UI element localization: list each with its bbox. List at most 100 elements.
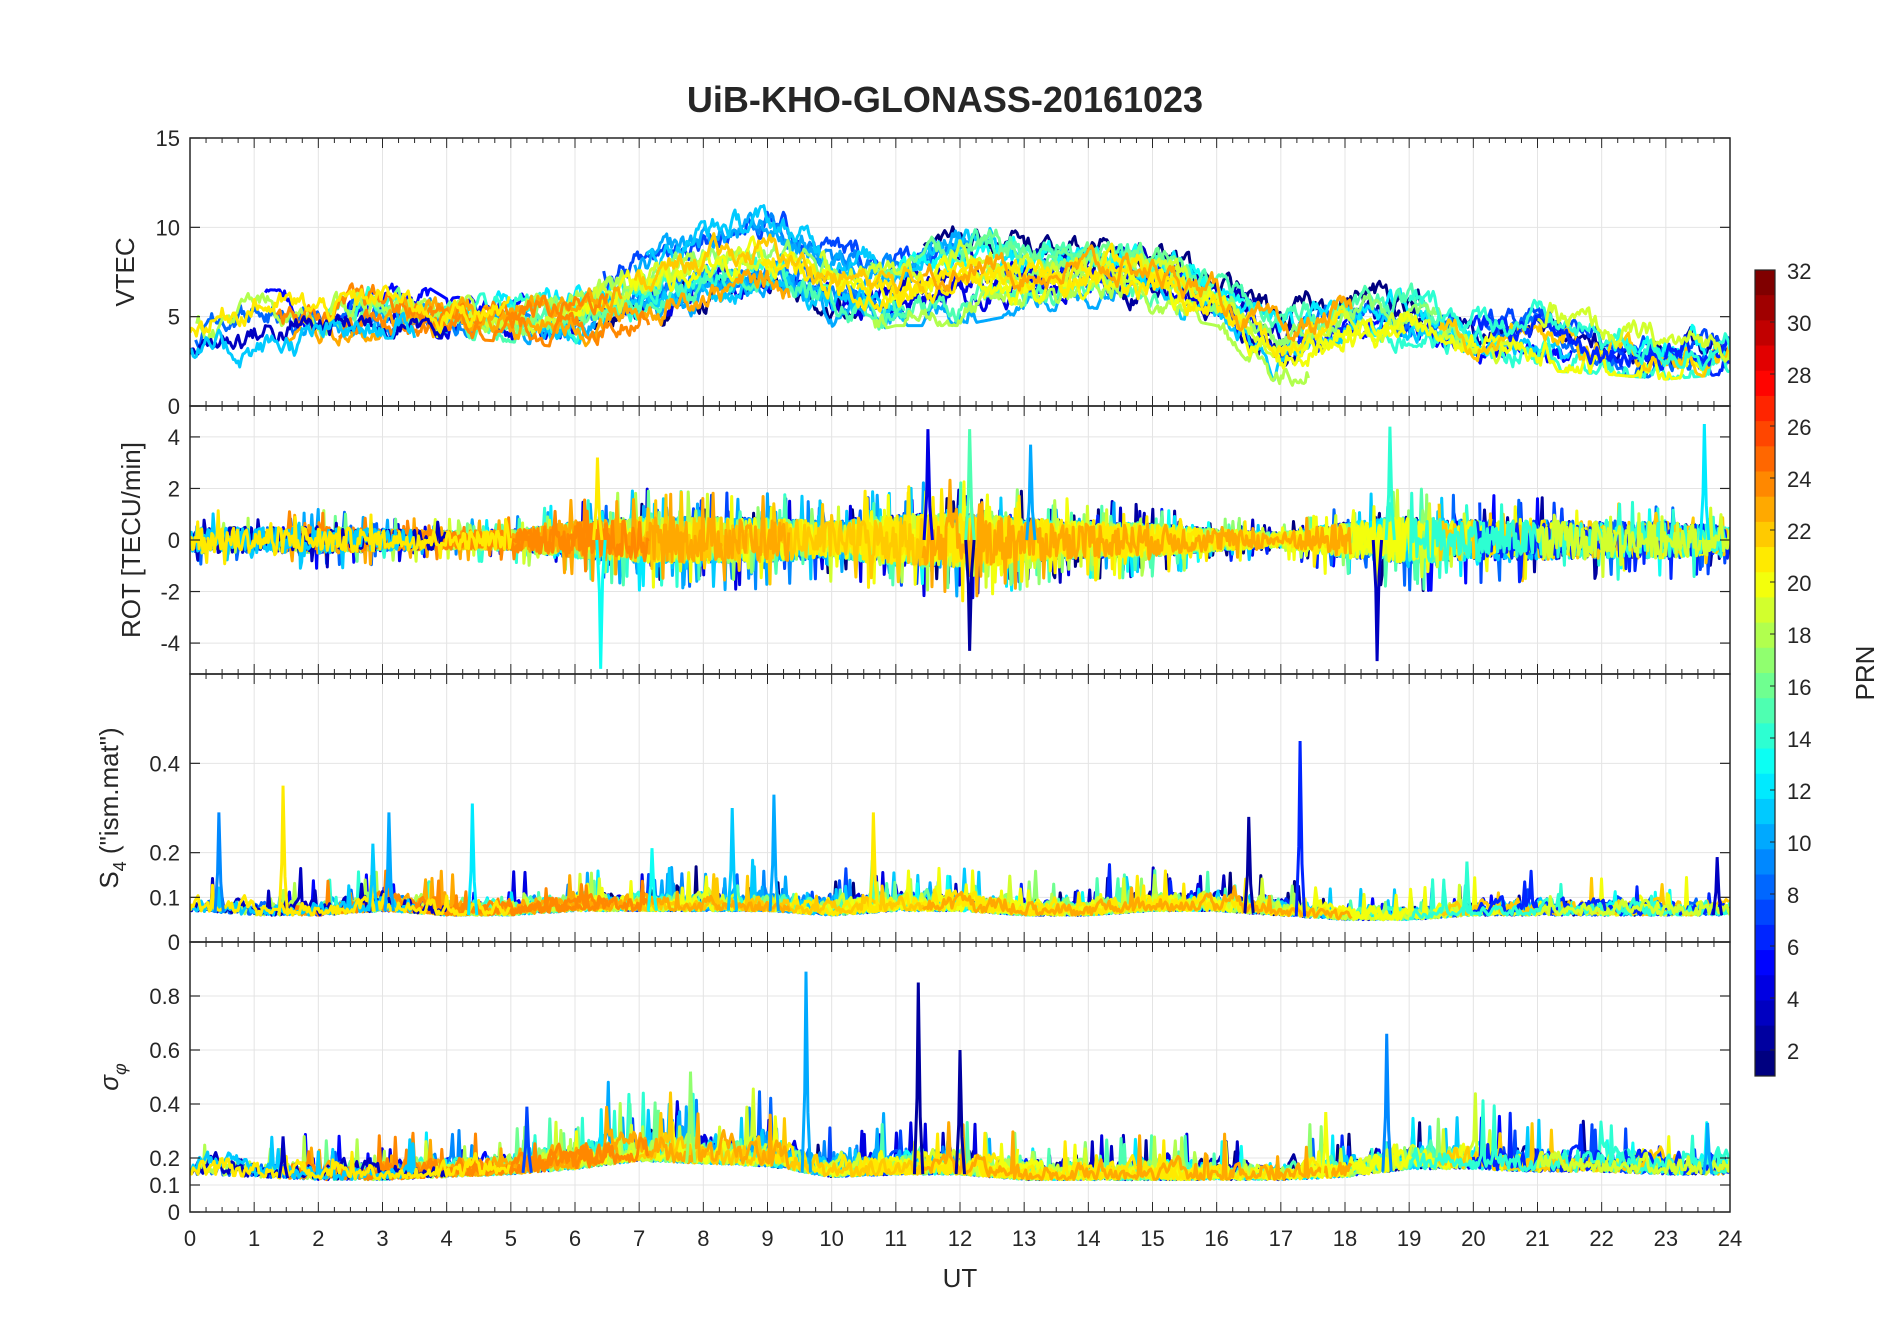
colorbar-block xyxy=(1755,370,1775,397)
colorbar-tick-label: 24 xyxy=(1787,467,1811,492)
colorbar-frame xyxy=(1754,269,1776,1077)
vtec-series-prn-18 xyxy=(872,271,1310,387)
x-tick-label: 22 xyxy=(1589,1226,1613,1251)
sigma-phi-ytick-label: 0.2 xyxy=(149,1146,180,1171)
x-tick-label: 8 xyxy=(697,1226,709,1251)
x-tick-label: 0 xyxy=(184,1226,196,1251)
colorbar-block xyxy=(1755,572,1775,598)
s4-spike xyxy=(213,812,225,913)
colorbar-block xyxy=(1755,849,1775,875)
rot-ytick-label: -2 xyxy=(160,580,180,605)
rot-ylabel: ROT [TECU/min] xyxy=(116,442,146,638)
colorbar-block xyxy=(1755,824,1775,850)
rot-ytick-label: -4 xyxy=(160,631,180,656)
s4-spike xyxy=(383,812,395,912)
x-tick-label: 16 xyxy=(1204,1226,1228,1251)
colorbar-block xyxy=(1755,975,1775,1001)
x-tick-label: 10 xyxy=(819,1226,843,1251)
rot-series-prn-19 xyxy=(1536,506,1730,578)
s4-spike xyxy=(646,848,658,911)
colorbar-block xyxy=(1755,773,1775,800)
sigma-phi-spike xyxy=(1702,1122,1714,1175)
colorbar-tick-label: 14 xyxy=(1787,727,1811,752)
colorbar-tick-label: 22 xyxy=(1787,519,1811,544)
s4-spike xyxy=(1461,861,1473,916)
sigma-phi-series-prn-21 xyxy=(190,1150,511,1181)
colorbar-tick-label: 28 xyxy=(1787,363,1811,388)
sigma-phi-ytick-label: 0.1 xyxy=(149,1173,180,1198)
colorbar-block xyxy=(1755,673,1775,699)
x-tick-label: 14 xyxy=(1076,1226,1100,1251)
s4-spike xyxy=(1294,740,1307,917)
x-axis-ticks: 0 1 2 3 4 5 6 7 8 9 10 11 12 13 14 15 16 17 18 19 20 21 22 23 24 xyxy=(184,1226,1742,1251)
x-tick-label: 20 xyxy=(1461,1226,1485,1251)
colorbar-tick-label: 6 xyxy=(1787,935,1799,960)
vtec-series-prn-10 xyxy=(633,211,970,288)
s4-ylabel: S4 ("ism.mat") xyxy=(94,727,130,888)
rot-ytick-label: 4 xyxy=(168,425,180,450)
s4-ylabel-sub: 4 xyxy=(110,861,130,871)
colorbar-block xyxy=(1755,521,1775,548)
colorbar-block xyxy=(1755,395,1775,422)
x-tick-label: 17 xyxy=(1269,1226,1293,1251)
sigma-series xyxy=(190,971,1730,1182)
s4-ylabel-main: S xyxy=(94,871,124,888)
sigma-phi-ytick-label: 0.6 xyxy=(149,1038,180,1063)
sigma-phi-ytick-label: 0 xyxy=(168,1200,180,1225)
vtec-panel: 0 5 10 15 VTEC xyxy=(110,126,1731,419)
colorbar-tick-label: 4 xyxy=(1787,987,1799,1012)
colorbar-block xyxy=(1755,1050,1775,1077)
s4-ytick-label: 0.2 xyxy=(149,841,180,866)
s4-spike xyxy=(768,794,780,912)
colorbar-tick-label: 12 xyxy=(1787,779,1811,804)
sigma-phi-spike xyxy=(800,971,812,1173)
colorbar-block xyxy=(1755,1000,1775,1027)
vtec-series-prn-20 xyxy=(1290,310,1706,381)
colorbar-block xyxy=(1755,1025,1775,1052)
s4-spike xyxy=(367,843,379,912)
rot-spike xyxy=(964,539,976,651)
sigma-phi-series-prn-23 xyxy=(921,1121,1353,1181)
sigma-panel: 00.10.2 0.4 0.6 0.8 σφ xyxy=(94,941,1731,1225)
s4-series xyxy=(190,740,1730,922)
rot-ytick-label: 0 xyxy=(168,528,180,553)
sigma-ylabel-sub: φ xyxy=(110,1063,130,1075)
vtec-ylabel: VTEC xyxy=(110,237,140,306)
s4-ytick-label: 0 xyxy=(168,930,180,955)
sigma-phi-spike xyxy=(1381,1033,1393,1172)
s4-series-prn-23 xyxy=(922,885,1353,921)
sigma-phi-spike xyxy=(912,982,925,1175)
x-tick-label: 2 xyxy=(312,1226,324,1251)
colorbar-block xyxy=(1755,798,1775,825)
s4-series-prn-21 xyxy=(760,874,1197,917)
s4-ytick-label: 0.1 xyxy=(149,885,180,910)
colorbar-block xyxy=(1755,295,1775,321)
rot-spike xyxy=(964,429,976,541)
colorbar-block xyxy=(1755,924,1775,951)
s4-spike xyxy=(277,785,290,916)
colorbar-block xyxy=(1755,320,1775,347)
colorbar-blocks xyxy=(1755,270,1775,1077)
x-tick-label: 18 xyxy=(1333,1226,1357,1251)
rot-spike xyxy=(922,429,934,541)
vtec-ytick-label: 15 xyxy=(156,126,180,151)
s4-spike xyxy=(466,803,479,916)
colorbar-block xyxy=(1755,345,1775,372)
vtec-series-prn-22 xyxy=(1437,318,1730,378)
sigma-phi-series-prn-19 xyxy=(1536,1150,1730,1176)
s4-ytick-label: 0.4 xyxy=(149,751,180,776)
sigma-phi-ytick-label: 0.4 xyxy=(149,1092,180,1117)
rot-spike xyxy=(592,457,604,541)
colorbar-block xyxy=(1755,874,1775,901)
x-tick-label: 19 xyxy=(1397,1226,1421,1251)
x-tick-label: 6 xyxy=(569,1226,581,1251)
colorbar-block xyxy=(1755,270,1775,296)
vtec-series-prn-23 xyxy=(922,244,1353,342)
vtec-ytick-label: 10 xyxy=(156,215,180,240)
sigma-phi-spike xyxy=(1320,1112,1332,1178)
colorbar-block xyxy=(1755,622,1775,649)
s4-series-prn-21 xyxy=(190,874,511,917)
colorbar-tick-label: 30 xyxy=(1787,311,1811,336)
rot-ticks: -4 -2 0 2 4 xyxy=(160,406,1731,674)
